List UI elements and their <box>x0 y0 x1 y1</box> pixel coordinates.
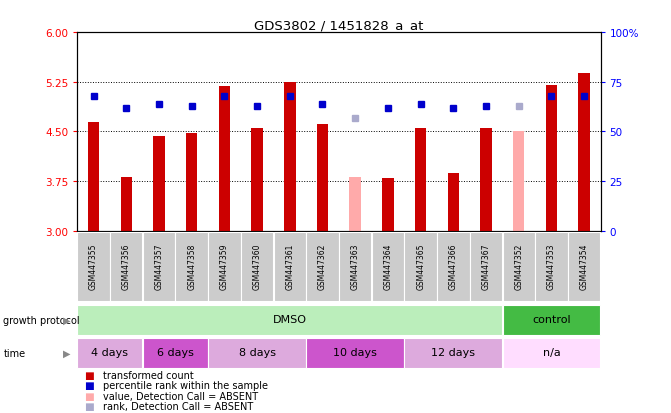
Bar <box>503 305 601 335</box>
Text: rank, Detection Call = ABSENT: rank, Detection Call = ABSENT <box>103 401 253 411</box>
Text: GSM447360: GSM447360 <box>252 243 262 290</box>
Bar <box>503 338 601 368</box>
Bar <box>448 173 459 231</box>
Text: ▶: ▶ <box>63 315 70 325</box>
Title: GDS3802 / 1451828_a_at: GDS3802 / 1451828_a_at <box>254 19 423 32</box>
Text: GSM447356: GSM447356 <box>121 243 131 290</box>
Bar <box>208 338 306 368</box>
Bar <box>306 338 404 368</box>
Text: percentile rank within the sample: percentile rank within the sample <box>103 380 268 390</box>
Bar <box>241 232 273 301</box>
Bar <box>372 232 404 301</box>
Text: ■: ■ <box>84 380 94 390</box>
Text: GSM447355: GSM447355 <box>89 243 98 290</box>
Text: DMSO: DMSO <box>273 314 307 324</box>
Text: ▶: ▶ <box>63 348 70 358</box>
Text: 6 days: 6 days <box>157 347 194 357</box>
Bar <box>317 124 328 231</box>
Text: GSM447357: GSM447357 <box>154 243 164 290</box>
Bar <box>513 132 525 231</box>
Bar <box>350 177 361 231</box>
Text: GSM447363: GSM447363 <box>351 243 360 290</box>
Text: GSM447364: GSM447364 <box>383 243 393 290</box>
Bar <box>503 232 535 301</box>
Bar <box>153 137 164 231</box>
Bar <box>77 305 503 335</box>
Text: ■: ■ <box>84 370 94 380</box>
Bar <box>568 232 601 301</box>
Bar <box>546 86 557 231</box>
Text: GSM447365: GSM447365 <box>416 243 425 290</box>
Text: 12 days: 12 days <box>431 347 475 357</box>
Text: GSM447358: GSM447358 <box>187 243 196 290</box>
Text: GSM447353: GSM447353 <box>547 243 556 290</box>
Bar <box>186 133 197 231</box>
Bar <box>88 122 99 231</box>
Text: n/a: n/a <box>543 347 560 357</box>
Bar <box>252 129 263 231</box>
Bar <box>77 338 142 368</box>
Bar <box>382 178 394 231</box>
Text: GSM447359: GSM447359 <box>220 243 229 290</box>
Bar <box>284 83 295 231</box>
Bar <box>480 128 492 231</box>
Bar <box>219 87 230 231</box>
Text: 10 days: 10 days <box>333 347 377 357</box>
Bar <box>208 232 241 301</box>
Bar <box>578 74 590 231</box>
Text: value, Detection Call = ABSENT: value, Detection Call = ABSENT <box>103 391 258 401</box>
Bar <box>306 232 339 301</box>
Bar <box>437 232 470 301</box>
Text: GSM447362: GSM447362 <box>318 243 327 290</box>
Bar <box>470 232 503 301</box>
Text: 4 days: 4 days <box>91 347 128 357</box>
Bar <box>405 338 503 368</box>
Bar <box>121 177 132 231</box>
Text: GSM447354: GSM447354 <box>580 243 588 290</box>
Text: ■: ■ <box>84 401 94 411</box>
Text: GSM447367: GSM447367 <box>482 243 491 290</box>
Bar <box>143 232 175 301</box>
Text: GSM447361: GSM447361 <box>285 243 295 290</box>
Text: transformed count: transformed count <box>103 370 193 380</box>
Text: growth protocol: growth protocol <box>3 315 80 325</box>
Bar <box>110 232 142 301</box>
Text: control: control <box>532 314 571 324</box>
Text: 8 days: 8 days <box>239 347 276 357</box>
Bar <box>143 338 208 368</box>
Bar <box>415 128 426 231</box>
Text: GSM447366: GSM447366 <box>449 243 458 290</box>
Bar <box>274 232 306 301</box>
Bar <box>175 232 208 301</box>
Bar <box>405 232 437 301</box>
Text: time: time <box>3 348 25 358</box>
Text: ■: ■ <box>84 391 94 401</box>
Bar <box>535 232 568 301</box>
Bar <box>77 232 110 301</box>
Text: GSM447352: GSM447352 <box>514 243 523 290</box>
Bar <box>339 232 372 301</box>
